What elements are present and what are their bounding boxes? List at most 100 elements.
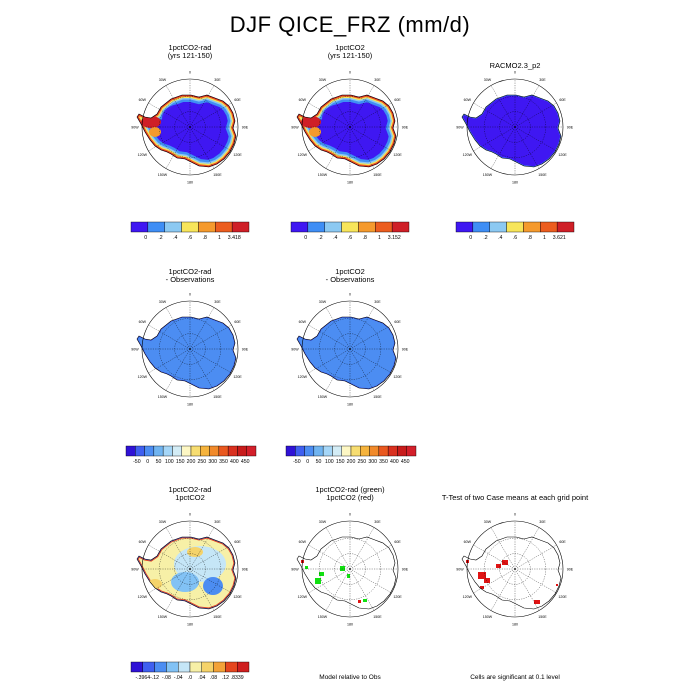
longitude-label: 60E	[234, 540, 241, 544]
longitude-label: 0	[189, 71, 191, 75]
colorbar-tick-label: 50	[156, 459, 162, 465]
longitude-label: 30W	[484, 78, 492, 82]
coastline	[461, 94, 562, 168]
longitude-label: 180	[512, 181, 518, 185]
longitude-label: 150W	[158, 615, 168, 619]
longitude-label: 150W	[318, 395, 328, 399]
colorbar-swatch	[350, 445, 361, 457]
map-boundary	[301, 520, 399, 618]
longitude-label: 30E	[539, 520, 546, 524]
colorbar: -50 0 50 100 150 200 250 300 350 400 450	[285, 445, 417, 465]
longitude-label: 180	[347, 403, 353, 407]
significant-cell	[358, 600, 361, 603]
longitude-label: 30E	[374, 300, 381, 304]
map-boundary	[141, 78, 239, 176]
colorbar-swatch	[147, 221, 165, 233]
longitude-label: 120W	[138, 375, 148, 379]
colorbar-tick-label: -.04	[174, 675, 183, 681]
colorbar-swatch	[166, 661, 179, 673]
longitude-label: 60W	[299, 320, 307, 324]
colorbar-swatch	[406, 445, 417, 457]
colorbar-swatch	[237, 445, 247, 457]
colorbar-tick-label: -50	[293, 459, 301, 465]
colorbar-swatch	[190, 445, 201, 457]
polar-map: 0 30E 60E 90E 120E 150E 180 150W 120W 90W 60W 30W	[131, 293, 248, 407]
polar-map: 0 30E 60E 90E 120E 150E 180 150W 120W 90W 60W 30W	[456, 513, 573, 627]
colorbar-swatch	[153, 445, 164, 457]
colorbar-swatch	[290, 221, 309, 233]
colorbar-swatch	[135, 445, 145, 457]
colorbar-tick-label: 1	[378, 235, 381, 241]
longitude-label: 120E	[393, 595, 402, 599]
colorbar-tick-label: 3.621	[553, 235, 566, 241]
colorbar-swatch	[369, 445, 380, 457]
longitude-label: 90E	[402, 348, 409, 352]
longitude-label: 180	[187, 403, 193, 407]
colorbar-swatch	[144, 445, 155, 457]
longitude-label: 0	[349, 513, 351, 517]
colorbar-tick-label: .2	[318, 235, 322, 241]
coastline	[136, 536, 237, 610]
map-grid: 0 30E 60E 90E 120E 150E 180 150W 120W 90W 60W 30W	[291, 293, 408, 407]
significant-cell	[480, 586, 484, 589]
panel-title: 1pctCO2 - Observations	[325, 267, 375, 284]
longitude-label: 90W	[131, 568, 139, 572]
longitude-label: 0	[514, 513, 516, 517]
polar-map: 0 30E 60E 90E 120E 150E 180 150W 120W 90W 60W 30W	[291, 71, 408, 185]
longitude-label: 60E	[234, 98, 241, 102]
map-boundary	[466, 520, 564, 618]
longitude-label: 60E	[394, 540, 401, 544]
colorbar-tick-label: 300	[368, 459, 377, 465]
colorbar-tick-label: .2	[158, 235, 162, 241]
colorbar-swatch	[472, 221, 490, 233]
map-grid: 0 30E 60E 90E 120E 150E 180 150W 120W 90W 60W 30W	[456, 71, 573, 185]
longitude-label: 60W	[464, 540, 472, 544]
map-grid: 0 30E 60E 90E 120E 150E 180 150W 120W 90W 60W 30W	[131, 293, 248, 407]
colorbar-tick-label: 200	[347, 459, 356, 465]
colorbar-tick-label: .0	[188, 675, 192, 681]
longitude-label: 120W	[298, 595, 308, 599]
colorbar-tick-label: 250	[198, 459, 207, 465]
colorbar-tick-label: 450	[241, 459, 250, 465]
longitude-label: 60W	[464, 98, 472, 102]
map-grid: 0 30E 60E 90E 120E 150E 180 150W 120W 90W 60W 30W	[291, 71, 408, 185]
longitude-label: 150W	[318, 173, 328, 177]
longitude-label: 30E	[214, 300, 221, 304]
significant-cell	[556, 584, 558, 586]
longitude-label: 90E	[567, 126, 574, 130]
colorbar-swatch	[172, 445, 182, 457]
longitude-label: 60E	[559, 98, 566, 102]
significant-cell	[484, 578, 490, 583]
colorbar-tick-label: .04	[198, 675, 205, 681]
longitude-label: 90W	[456, 568, 464, 572]
significant-cell	[340, 566, 345, 571]
colorbar: 0 .2 .4 .6 .8 1 3.152	[290, 221, 410, 241]
colorbar-swatch	[391, 221, 410, 233]
coastline	[296, 316, 397, 390]
colorbar-swatch	[142, 661, 155, 673]
longitude-label: 120W	[298, 375, 308, 379]
longitude-label: 30E	[539, 78, 546, 82]
colorbar: 0 .2 .4 .6 .8 1 3.621	[455, 221, 575, 241]
colorbar-tick-label: 0	[304, 235, 307, 241]
colorbar-swatch	[130, 221, 149, 233]
longitude-label: 90W	[291, 348, 299, 352]
coastline	[461, 536, 562, 610]
colorbar-swatch	[295, 445, 305, 457]
longitude-label: 120W	[138, 153, 148, 157]
colorbar-swatch	[218, 445, 229, 457]
colorbar-tick-label: 400	[230, 459, 239, 465]
colorbar-tick-label: .6	[188, 235, 192, 241]
longitude-label: 90W	[131, 348, 139, 352]
map-boundary	[466, 78, 564, 176]
colorbar-swatch	[313, 445, 324, 457]
colorbar-swatch	[164, 221, 182, 233]
colorbar-swatch	[154, 661, 167, 673]
colorbar-tick-label: .2	[483, 235, 487, 241]
longitude-label: 30W	[319, 520, 327, 524]
colorbar-swatch	[397, 445, 407, 457]
colorbar-tick-label: 1	[543, 235, 546, 241]
colorbar-tick-label: .12	[222, 675, 229, 681]
longitude-label: 120E	[393, 375, 402, 379]
colorbar-tick-label: 150	[336, 459, 345, 465]
